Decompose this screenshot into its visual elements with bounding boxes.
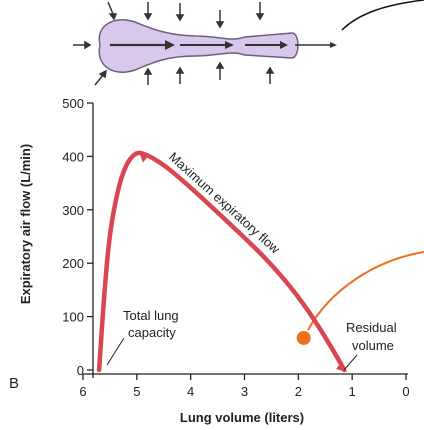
x-axis-title: Lung volume (liters) xyxy=(180,410,304,425)
y-ticks: 0 100 200 300 400 500 xyxy=(62,96,93,378)
highlight-marker xyxy=(296,330,311,345)
x-tick-label: 3 xyxy=(241,384,248,399)
x-tick-label: 2 xyxy=(295,384,302,399)
y-tick-label: 0 xyxy=(77,363,84,378)
rv-annotation-line2: volume xyxy=(352,338,394,353)
y-tick-label: 200 xyxy=(62,256,84,271)
decorative-black-curve xyxy=(341,0,424,31)
y-tick-label: 100 xyxy=(62,310,84,325)
x-tick-label: 0 xyxy=(402,384,409,399)
x-ticks: 6 5 4 3 2 1 0 xyxy=(79,374,410,399)
max-flow-annotation: Maximum expiratory flow xyxy=(166,149,283,257)
compression-arrows xyxy=(73,1,275,86)
y-axis-title: Expiratory air flow (L/min) xyxy=(18,144,33,304)
y-tick-label: 500 xyxy=(62,96,84,111)
tlc-annotation-line2: capacity xyxy=(128,325,176,340)
tlc-annotation-line1: Total lung xyxy=(123,308,179,323)
airflow-arrowhead-2 xyxy=(225,41,234,49)
flow-volume-curve xyxy=(96,150,347,373)
max-flow-arrowhead xyxy=(138,151,149,163)
y-tick-label: 400 xyxy=(62,149,84,164)
rv-annotation-line1: Residual xyxy=(346,320,397,335)
highlight-pointer-curve xyxy=(307,251,424,331)
airflow-arrowhead-3 xyxy=(280,41,288,49)
panel-label: B xyxy=(9,375,19,392)
x-tick-label: 6 xyxy=(79,384,86,399)
tlc-leader-line xyxy=(106,337,125,366)
airflow-arrowhead-out xyxy=(330,42,337,48)
x-tick-label: 1 xyxy=(349,384,356,399)
y-tick-label: 300 xyxy=(62,203,84,218)
rv-leader-line xyxy=(343,354,358,371)
x-tick-label: 4 xyxy=(187,384,194,399)
x-tick-label: 5 xyxy=(133,384,140,399)
airway-diagram xyxy=(73,1,337,86)
airflow-arrowhead-1 xyxy=(165,40,175,50)
